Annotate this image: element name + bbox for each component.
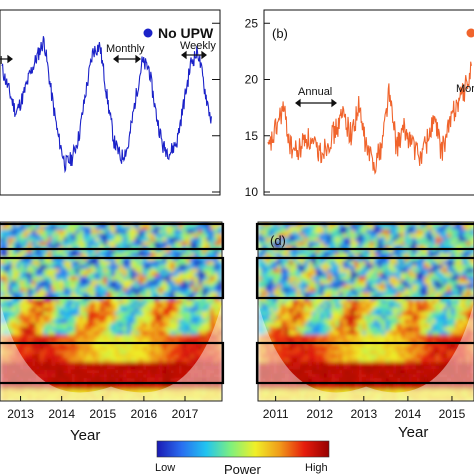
panel-a-legend-label: No UPW: [158, 25, 214, 41]
panel-b: 25 20 15 10 (b) Annual Mor: [245, 9, 474, 199]
colorbar-high-label: High: [305, 462, 328, 474]
panel-a-ticks: [212, 22, 220, 193]
panel-d-box-weekly: [255, 222, 474, 251]
panel-d-xtick-label-2: 2013: [350, 407, 377, 421]
panel-d-label: (d): [270, 233, 286, 248]
panel-a-annotation-weekly: Weekly: [180, 40, 216, 52]
panel-b-annotation-monthly: Mor: [456, 83, 474, 95]
panel-d-xtick-label-0: 2011: [263, 407, 289, 421]
colorbar: Low Power High: [155, 440, 330, 474]
panel-d-xtick-label-1: 2012: [306, 407, 333, 421]
panel-c-frame: [0, 221, 223, 402]
panel-c-xtick-label-4: 2017: [172, 407, 199, 421]
panel-a-legend-marker: [143, 28, 153, 38]
panel-c-xtick-label-2: 2015: [89, 407, 116, 421]
panel-a-series-line: [1, 36, 212, 174]
panel-b-ticks: 25 20 15 10: [245, 16, 270, 199]
panel-b-legend-marker: [466, 28, 474, 38]
panel-c-box-monthly: [0, 256, 225, 300]
panel-c-xlabel: Year: [70, 427, 100, 444]
panel-b-ytick-label-0: 25: [245, 16, 259, 30]
panel-d-xticks: 2011 2012 2013 2014 2015: [263, 396, 466, 421]
panel-d-xtick-label-4: 2015: [439, 407, 466, 421]
colorbar-gradient: [156, 440, 330, 458]
panel-a-arrows: [0, 50, 207, 64]
panel-b-ytick-label-3: 10: [245, 185, 259, 199]
panel-b-series-line: [267, 61, 472, 175]
panel-b-frame: [263, 9, 474, 196]
panel-b-ytick-label-1: 20: [245, 73, 259, 87]
panel-b-annotation-annual: Annual: [298, 86, 332, 98]
panel-c-xtick-label-0: 2013: [7, 407, 34, 421]
panel-d-cone-of-influence: [258, 302, 474, 401]
panel-c-box-annual: [0, 341, 225, 385]
panel-c-box-weekly: [0, 222, 225, 251]
panel-d-box-monthly: [255, 256, 474, 300]
panel-a-annotation-monthly: Monthly: [106, 43, 145, 55]
colorbar-title: Power: [224, 462, 262, 474]
panel-a-annotation-0: l: [0, 55, 2, 67]
panel-d-heatmap: [258, 222, 474, 401]
panel-c: 2013 2014 2015 2016 2017 Year: [0, 221, 225, 444]
panel-c-xticks: 2013 2014 2015 2016 2017: [7, 396, 199, 421]
panel-d-xtick-label-3: 2014: [395, 407, 422, 421]
panel-c-xtick-label-3: 2016: [131, 407, 158, 421]
panel-a-frame: [0, 9, 221, 196]
panel-d-highlight-boxes: [255, 222, 474, 385]
panel-c-xtick-label-1: 2014: [48, 407, 75, 421]
panel-b-label: (b): [272, 26, 288, 41]
panel-c-highlight-boxes: [0, 222, 225, 385]
panel-a: No UPW l Monthly Weekly: [0, 9, 221, 196]
colorbar-low-label: Low: [155, 462, 175, 474]
panel-d-frame: [257, 221, 474, 402]
panel-c-cone-of-influence: [0, 302, 222, 401]
panel-d: (d) 2011 2012 2013 2014 2015 Year: [255, 221, 474, 441]
panel-d-box-annual: [255, 341, 474, 385]
panel-d-xlabel: Year: [398, 424, 428, 441]
panel-b-ytick-label-2: 15: [245, 129, 259, 143]
panel-b-arrows: [295, 98, 337, 108]
